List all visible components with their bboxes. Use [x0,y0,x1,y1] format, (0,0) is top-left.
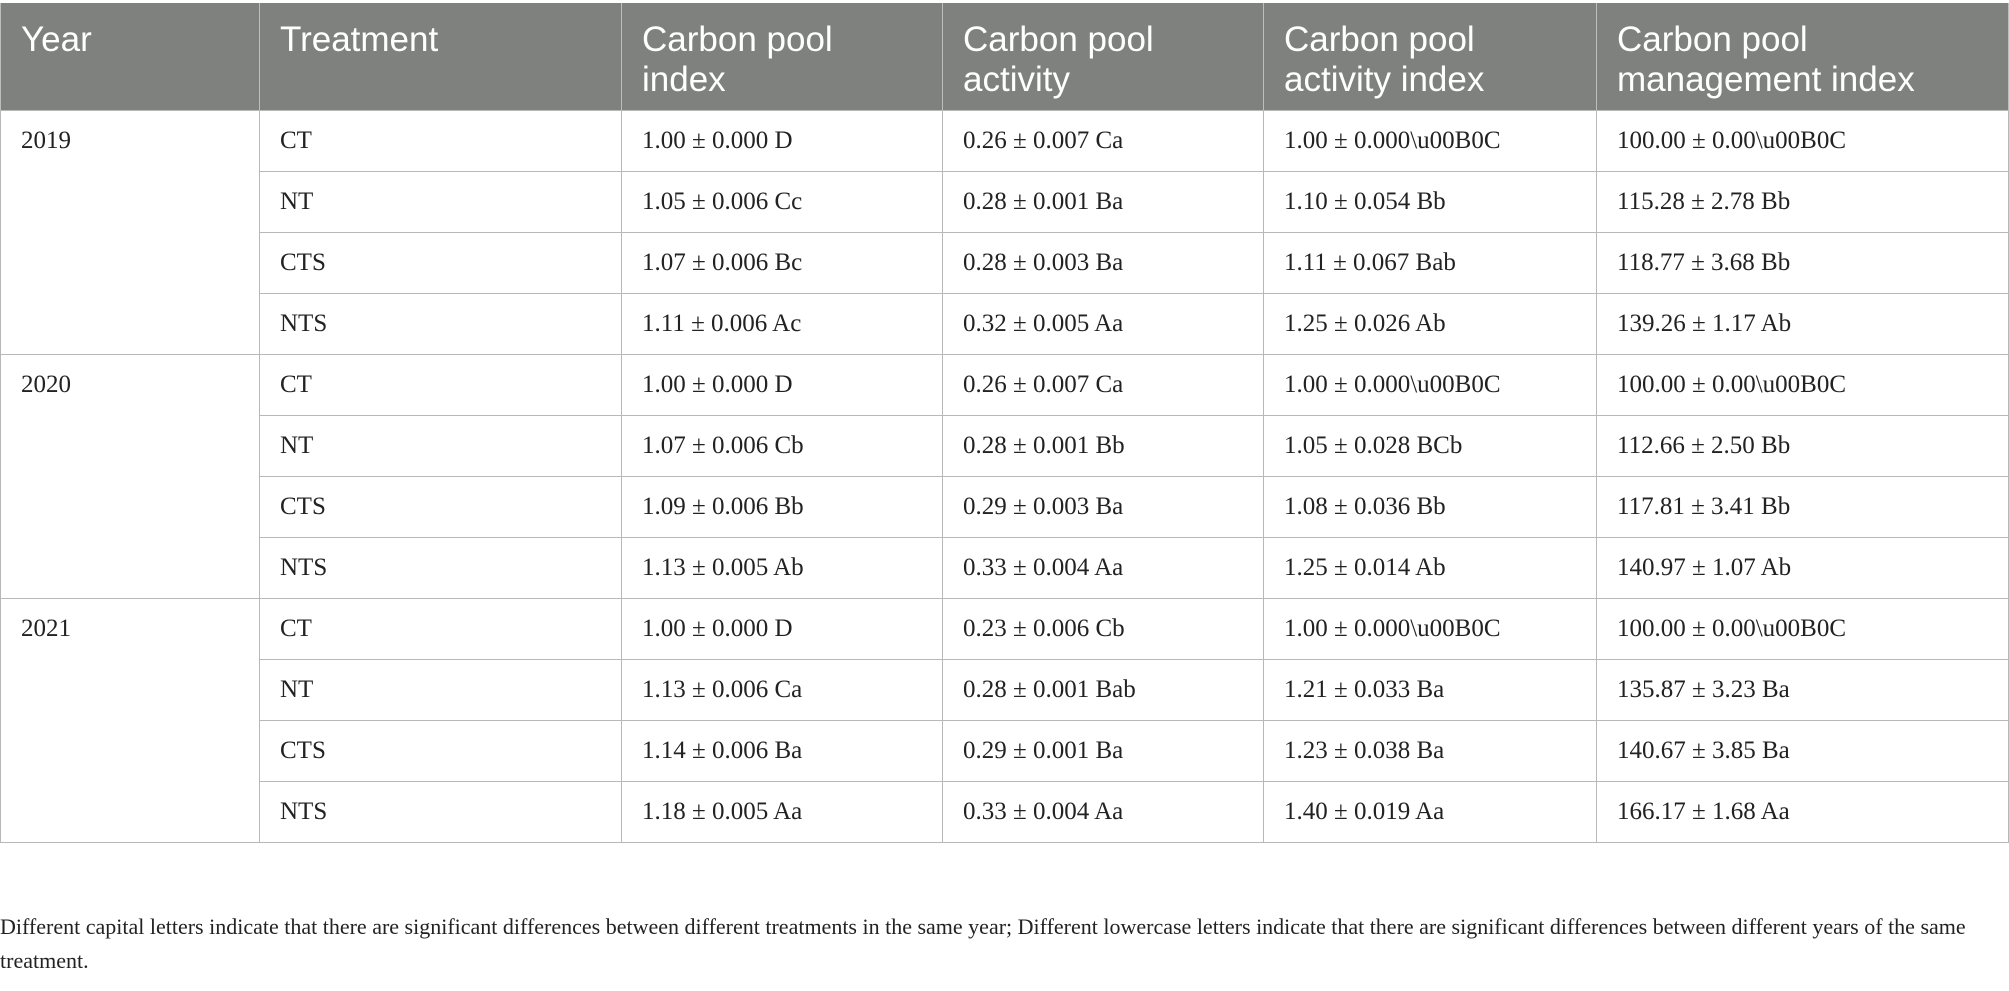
carbon-pool-index-cell: 1.07 ± 0.006 Cb [621,415,943,477]
carbon-pool-activity-index-cell: 1.40 ± 0.019 Aa [1263,781,1597,843]
carbon-pool-management-index-cell: 100.00 ± 0.00\u00B0C [1596,598,2009,660]
carbon-pool-management-index-cell: 115.28 ± 2.78 Bb [1596,171,2009,233]
carbon-pool-management-index-cell: 100.00 ± 0.00\u00B0C [1596,354,2009,416]
carbon-pool-index-cell: 1.11 ± 0.006 Ac [621,293,943,355]
table-row: 2021 CT 1.00 ± 0.000 D 0.23 ± 0.006 Cb 1.00 … [0,598,2009,843]
carbon-pool-activity-cell: 0.26 ± 0.007 Ca [942,354,1264,416]
treatment-cell: NTS [259,293,622,355]
year-cell: 2021 [0,598,260,843]
carbon-pool-index-cell: 1.14 ± 0.006 Ba [621,720,943,782]
carbon-pool-management-index-cell: 166.17 ± 1.68 Aa [1596,781,2009,843]
carbon-pool-activity-cell: 0.29 ± 0.001 Ba [942,720,1264,782]
table-row: 2019 CT 1.00 ± 0.000 D 0.26 ± 0.007 Ca 1.00 … [0,110,2009,355]
treatment-cell: NTS [259,781,622,843]
carbon-pool-management-index-cell: 139.26 ± 1.17 Ab [1596,293,2009,355]
carbon-pool-activity-index-cell: 1.00 ± 0.000\u00B0C [1263,110,1597,172]
carbon-pool-index-cell: 1.18 ± 0.005 Aa [621,781,943,843]
carbon-pool-activity-index-cell: 1.23 ± 0.038 Ba [1263,720,1597,782]
carbon-pool-activity-index-cell: 1.05 ± 0.028 BCb [1263,415,1597,477]
table-row: CTS 1.14 ± 0.006 Ba 0.29 ± 0.001 Ba 1.23 ± … [1,720,2009,782]
carbon-pool-management-index-cell: 140.67 ± 3.85 Ba [1596,720,2009,782]
carbon-pool-index-cell: 1.00 ± 0.000 D [621,354,943,416]
carbon-pool-activity-cell: 0.29 ± 0.003 Ba [942,476,1264,538]
carbon-pool-activity-index-cell: 1.08 ± 0.036 Bb [1263,476,1597,538]
carbon-pool-index-cell: 1.13 ± 0.005 Ab [621,537,943,599]
table-header: Year Treatment Carbon pool index Carbon … [0,3,2009,111]
header-carbon-pool-activity-index: Carbon pool activity index [1263,3,1597,111]
treatment-cell: NT [259,171,622,233]
carbon-pool-management-index-cell: 135.87 ± 3.23 Ba [1596,659,2009,721]
carbon-pool-activity-cell: 0.23 ± 0.006 Cb [942,598,1264,660]
header-carbon-pool-management-index: Carbon pool management index [1596,3,2009,111]
header-row: Year Treatment Carbon pool index Carbon … [0,3,2009,111]
table-row: NT 1.05 ± 0.006 Cc 0.28 ± 0.001 Ba 1.10 ± 0… [1,171,2009,233]
table-footnote: Different capital letters indicate that … [0,914,1966,973]
table-row: NT 1.07 ± 0.006 Cb 0.28 ± 0.001 Bb 1.05 ± 0… [1,415,2009,477]
year-cell: 2020 [0,354,260,599]
carbon-pool-management-index-cell: 117.81 ± 3.41 Bb [1596,476,2009,538]
treatment-cell: CTS [259,476,622,538]
carbon-pool-activity-index-cell: 1.00 ± 0.000\u00B0C [1263,598,1597,660]
carbon-pool-activity-cell: 0.28 ± 0.001 Bb [942,415,1264,477]
treatment-cell: CTS [259,232,622,294]
table-row: NT 1.13 ± 0.006 Ca 0.28 ± 0.001 Bab 1.21 ± … [1,659,2009,721]
carbon-pool-management-index-cell: 118.77 ± 3.68 Bb [1596,232,2009,294]
carbon-pool-activity-index-cell: 1.21 ± 0.033 Ba [1263,659,1597,721]
carbon-pool-activity-index-cell: 1.11 ± 0.067 Bab [1263,232,1597,294]
carbon-pool-activity-cell: 0.33 ± 0.004 Aa [942,537,1264,599]
header-year: Year [0,3,260,111]
treatment-cell: CT [259,354,622,416]
treatment-cell: CTS [259,720,622,782]
carbon-pool-index-cell: 1.13 ± 0.006 Ca [621,659,943,721]
carbon-pool-table: Year Treatment Carbon pool index Carbon … [0,3,2009,843]
data-table-container: Year Treatment Carbon pool index Carbon … [0,3,2009,843]
table-row: 2020 CT 1.00 ± 0.000 D 0.26 ± 0.007 Ca 1.00 … [0,354,2009,599]
header-carbon-pool-index: Carbon pool index [621,3,943,111]
carbon-pool-activity-index-cell: 1.25 ± 0.026 Ab [1263,293,1597,355]
treatment-cell: CT [259,598,622,660]
treatment-cell: CT [259,110,622,172]
header-carbon-pool-activity: Carbon pool activity [942,3,1264,111]
carbon-pool-management-index-cell: 112.66 ± 2.50 Bb [1596,415,2009,477]
header-treatment: Treatment [259,3,622,111]
carbon-pool-index-cell: 1.09 ± 0.006 Bb [621,476,943,538]
carbon-pool-activity-index-cell: 1.25 ± 0.014 Ab [1263,537,1597,599]
treatment-cell: NT [259,415,622,477]
carbon-pool-activity-index-cell: 1.10 ± 0.054 Bb [1263,171,1597,233]
carbon-pool-activity-cell: 0.32 ± 0.005 Aa [942,293,1264,355]
carbon-pool-activity-cell: 0.28 ± 0.001 Bab [942,659,1264,721]
treatment-cell: NT [259,659,622,721]
table-row: NTS 1.13 ± 0.005 Ab 0.33 ± 0.004 Aa 1.25 ± … [1,537,2009,599]
carbon-pool-activity-cell: 0.28 ± 0.003 Ba [942,232,1264,294]
carbon-pool-activity-cell: 0.28 ± 0.001 Ba [942,171,1264,233]
carbon-pool-activity-index-cell: 1.00 ± 0.000\u00B0C [1263,354,1597,416]
carbon-pool-index-cell: 1.07 ± 0.006 Bc [621,232,943,294]
treatment-cell: NTS [259,537,622,599]
table-row: NTS 1.18 ± 0.005 Aa 0.33 ± 0.004 Aa 1.40 ± … [1,781,2009,843]
table-row: NTS 1.11 ± 0.006 Ac 0.32 ± 0.005 Aa 1.25 ± … [1,293,2009,355]
carbon-pool-management-index-cell: 140.97 ± 1.07 Ab [1596,537,2009,599]
carbon-pool-management-index-cell: 100.00 ± 0.00\u00B0C [1596,110,2009,172]
carbon-pool-activity-cell: 0.33 ± 0.004 Aa [942,781,1264,843]
carbon-pool-index-cell: 1.00 ± 0.000 D [621,598,943,660]
year-cell: 2019 [0,110,260,355]
table-row: CTS 1.07 ± 0.006 Bc 0.28 ± 0.003 Ba 1.11 ± … [1,232,2009,294]
carbon-pool-activity-cell: 0.26 ± 0.007 Ca [942,110,1264,172]
table-body: 2019 CT 1.00 ± 0.000 D 0.26 ± 0.007 Ca 1.00 … [0,110,2009,843]
table-row: CTS 1.09 ± 0.006 Bb 0.29 ± 0.003 Ba 1.08 ± … [1,476,2009,538]
carbon-pool-index-cell: 1.05 ± 0.006 Cc [621,171,943,233]
carbon-pool-index-cell: 1.00 ± 0.000 D [621,110,943,172]
